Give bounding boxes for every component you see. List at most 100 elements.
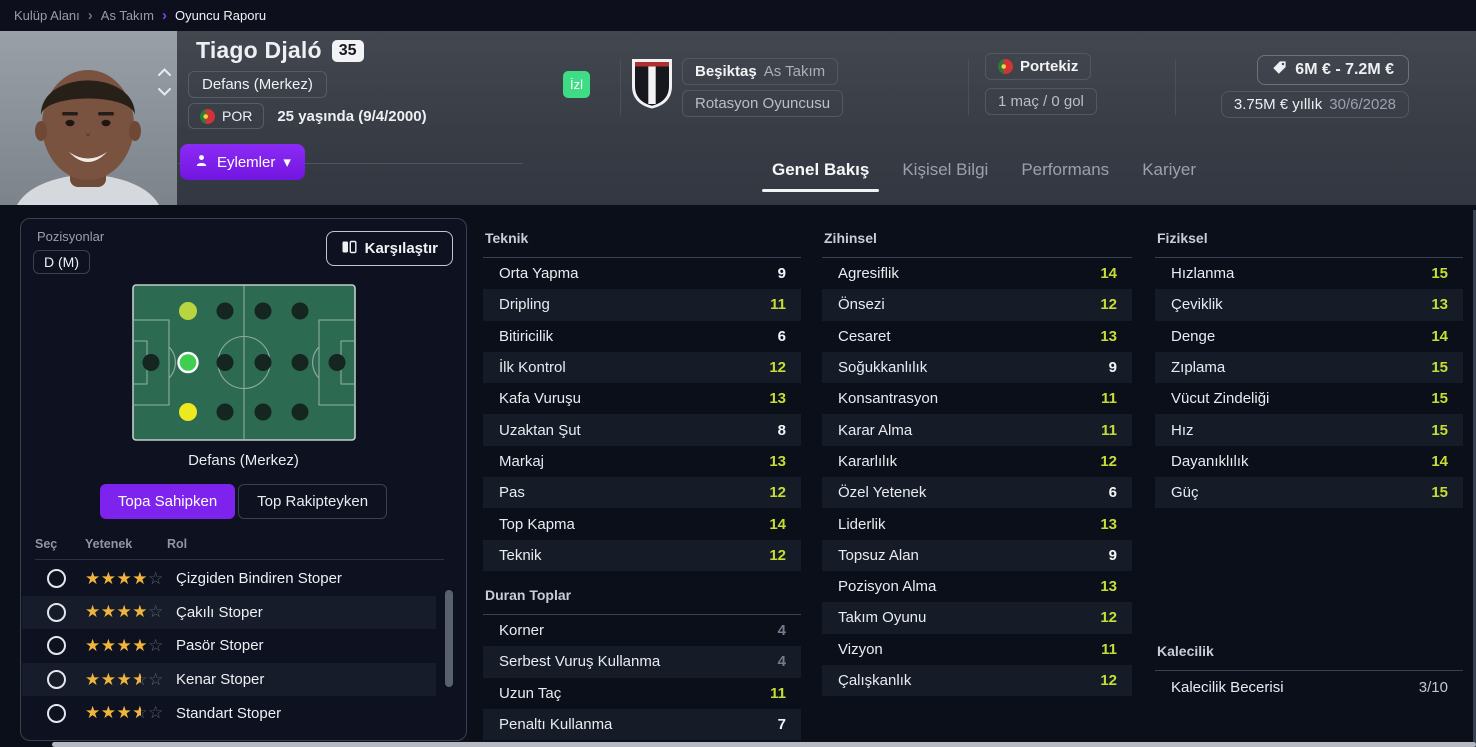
attribute-label: Serbest Vuruş Kullanma bbox=[499, 653, 661, 671]
attribute-label: Teknik bbox=[499, 546, 542, 564]
scout-watch-button[interactable]: İzl bbox=[563, 71, 590, 98]
attribute-label: Uzaktan Şut bbox=[499, 421, 581, 439]
previous-player-chevron-icon[interactable] bbox=[157, 67, 172, 77]
attribute-value: 11 bbox=[1101, 421, 1117, 439]
role-name: Çakılı Stoper bbox=[176, 603, 263, 621]
role-name: Kenar Stoper bbox=[176, 671, 265, 689]
wage-contract-badge: 3.75M € yıllık 30/6/2028 bbox=[1220, 91, 1409, 118]
vertical-scrollbar[interactable] bbox=[1473, 210, 1476, 747]
attribute-row: Liderlik 13 bbox=[822, 508, 1132, 539]
tab-overview[interactable]: Genel Bakış bbox=[761, 148, 880, 204]
attribute-value: 14 bbox=[1100, 265, 1117, 283]
attribute-value: 12 bbox=[1100, 672, 1117, 689]
attribute-value: 3/10 bbox=[1418, 678, 1448, 696]
role-row[interactable]: ★★★☆ ★ ☆ Standart Stoper bbox=[22, 696, 436, 730]
player-age: 25 yaşında (9/4/2000) bbox=[277, 107, 427, 125]
attributes-column-physical: Fiziksel Hızlanma 15 Çeviklik 13 Denge 14 Zıpla… bbox=[1155, 223, 1463, 703]
attribute-row: Uzaktan Şut 8 bbox=[483, 414, 801, 446]
attribute-group-fiziksel: Fiziksel Hızlanma 15 Çeviklik 13 Denge 14 Zıpla… bbox=[1155, 223, 1463, 509]
attribute-group-duran-toplar: Duran Toplar Korner 4 Serbest Vuruş Kullanm… bbox=[483, 580, 801, 741]
attribute-row: Penaltı Kullanma 7 bbox=[483, 708, 801, 741]
attribute-row: Takım Oyunu 12 bbox=[822, 602, 1132, 634]
next-player-chevron-icon[interactable] bbox=[157, 87, 172, 97]
out-of-possession-button[interactable]: Top Rakipteyken bbox=[238, 484, 388, 519]
attribute-label: Vizyon bbox=[838, 640, 883, 658]
possession-toggle: Topa Sahipken Top Rakipteyken bbox=[21, 484, 466, 519]
attribute-value: 9 bbox=[1108, 359, 1117, 377]
attribute-group-title: Duran Toplar bbox=[483, 580, 801, 615]
attribute-row: Önsezi 12 bbox=[822, 289, 1132, 321]
divider bbox=[968, 59, 969, 115]
attribute-label: Dripling bbox=[499, 296, 550, 314]
attribute-value: 6 bbox=[1108, 484, 1117, 502]
breadcrumb: Kulüp Alanı › As Takım › Oyuncu Raporu bbox=[0, 0, 1476, 31]
attribute-row: Özel Yetenek 6 bbox=[822, 477, 1132, 509]
squad-status-badge: Rotasyon Oyuncusu bbox=[682, 90, 844, 117]
attribute-label: Orta Yapma bbox=[499, 265, 579, 283]
overview-content: Pozisyonlar D (M) Karşılaştır bbox=[0, 205, 1476, 747]
attributes-column-mental: Zihinsel Agresiflik 14 Önsezi 12 Cesaret 13 Soğ… bbox=[822, 223, 1132, 697]
attribute-label: Pozisyon Alma bbox=[838, 578, 937, 596]
positions-title: Pozisyonlar bbox=[37, 229, 105, 244]
attribute-value: 13 bbox=[769, 390, 786, 408]
compare-button[interactable]: Karşılaştır bbox=[325, 231, 453, 266]
attribute-row: Top Kapma 14 bbox=[483, 508, 801, 539]
caps-goals-badge: 1 maç / 0 gol bbox=[985, 88, 1097, 115]
breadcrumb-item-first-team[interactable]: As Takım bbox=[100, 8, 154, 23]
attribute-row: Serbest Vuruş Kullanma 4 bbox=[483, 646, 801, 678]
role-radio[interactable] bbox=[47, 670, 66, 690]
role-radio[interactable] bbox=[47, 569, 66, 589]
besiktas-crest-icon bbox=[630, 56, 674, 115]
in-possession-button[interactable]: Topa Sahipken bbox=[99, 484, 236, 519]
national-team-badge[interactable]: Portekiz bbox=[985, 53, 1092, 80]
role-row[interactable]: ★★★☆ ★ ☆ Kenar Stoper bbox=[22, 662, 436, 697]
role-row[interactable]: ★★★★☆ Pasör Stoper bbox=[22, 629, 436, 663]
player-header: Tiago Djaló 35 Defans (Merkez) POR 25 ya… bbox=[0, 31, 1476, 205]
attribute-group-title: Fiziksel bbox=[1155, 223, 1463, 258]
role-name: Çizgiden Bindiren Stoper bbox=[176, 570, 342, 588]
role-list-scrollbar[interactable] bbox=[445, 590, 453, 687]
attribute-row: Markaj 13 bbox=[483, 446, 801, 477]
role-row[interactable]: ★★★★☆ Çakılı Stoper bbox=[22, 595, 436, 630]
tab-personal-info[interactable]: Kişisel Bilgi bbox=[902, 160, 989, 179]
tab-career[interactable]: Kariyer bbox=[1142, 160, 1197, 179]
attribute-row: Hız 15 bbox=[1155, 414, 1463, 446]
role-radio[interactable] bbox=[47, 602, 66, 622]
attribute-row: Kalecilik Becerisi 3/10 bbox=[1155, 671, 1463, 702]
attribute-label: Uzun Taç bbox=[499, 684, 562, 702]
tab-performance[interactable]: Performans bbox=[1021, 160, 1110, 179]
attribute-row: Agresiflik 14 bbox=[822, 258, 1132, 289]
attribute-value: 4 bbox=[777, 653, 786, 671]
role-star-rating: ★★★★☆ bbox=[85, 635, 164, 655]
attribute-value: 15 bbox=[1431, 359, 1448, 377]
attribute-value: 12 bbox=[1100, 609, 1117, 627]
attribute-label: Kafa Vuruşu bbox=[499, 390, 581, 408]
actions-button[interactable]: Eylemler ▾ bbox=[180, 144, 305, 180]
attribute-value: 13 bbox=[1431, 296, 1448, 314]
attribute-label: Bitiricilik bbox=[499, 327, 554, 345]
attribute-value: 7 bbox=[777, 716, 786, 733]
attribute-label: Soğukkanlılık bbox=[838, 359, 928, 377]
attribute-row: Güç 15 bbox=[1155, 477, 1463, 509]
attribute-value: 12 bbox=[769, 359, 786, 377]
role-radio[interactable] bbox=[47, 636, 66, 656]
club-badge[interactable]: Beşiktaş As Takım bbox=[682, 58, 839, 85]
attribute-label: Liderlik bbox=[838, 515, 886, 533]
attribute-label: Kalecilik Becerisi bbox=[1171, 678, 1284, 696]
attributes-column-technical: Teknik Orta Yapma 9 Dripling 11 Bitiricilik 6 İ… bbox=[483, 223, 801, 741]
attribute-row: Orta Yapma 9 bbox=[483, 258, 801, 289]
divider bbox=[620, 59, 621, 115]
attribute-row: Kafa Vuruşu 13 bbox=[483, 383, 801, 414]
attribute-label: Konsantrasyon bbox=[838, 390, 939, 408]
attribute-value: 6 bbox=[777, 327, 786, 345]
role-row[interactable]: ★★★★☆ Çizgiden Bindiren Stoper bbox=[22, 562, 436, 596]
position-code-badge: D (M) bbox=[33, 250, 90, 274]
attribute-value: 12 bbox=[1100, 452, 1117, 470]
attribute-label: Dayanıklılık bbox=[1171, 452, 1249, 470]
player-photo bbox=[0, 31, 177, 205]
divider bbox=[1175, 59, 1176, 115]
horizontal-scrollbar[interactable] bbox=[52, 742, 1476, 747]
role-radio[interactable] bbox=[47, 703, 66, 723]
attribute-group-title: Kalecilik bbox=[1155, 636, 1463, 672]
breadcrumb-item-club-area[interactable]: Kulüp Alanı bbox=[14, 8, 80, 23]
